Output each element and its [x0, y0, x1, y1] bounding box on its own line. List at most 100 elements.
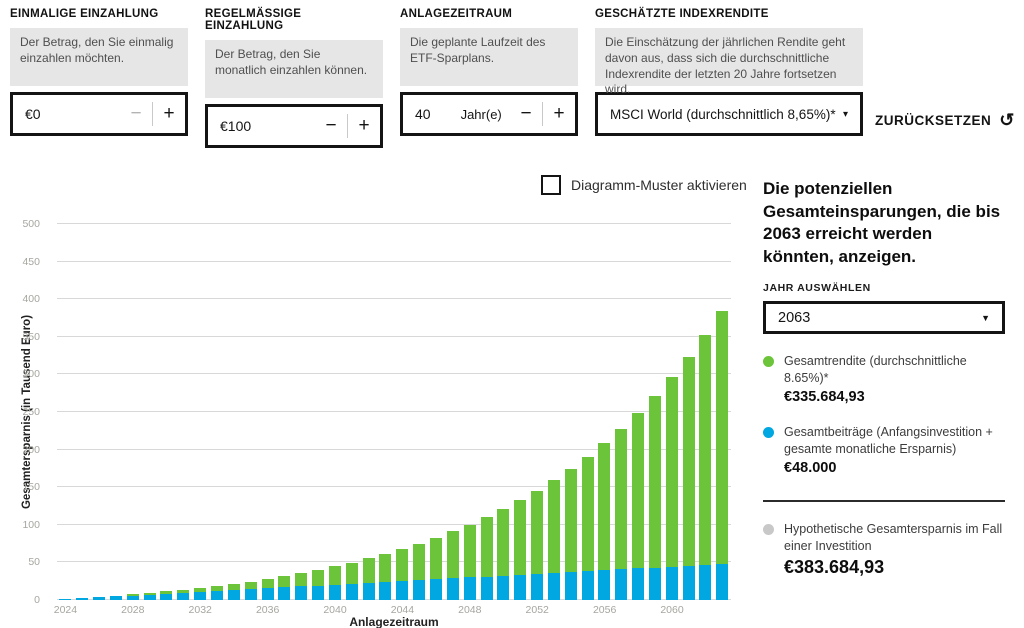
x-tick-2040: 2040 — [323, 604, 347, 616]
hypothetical-total-value: €383.684,93 — [784, 557, 885, 578]
bar-2051[interactable] — [512, 224, 529, 600]
bar-2055[interactable] — [579, 224, 596, 600]
bar-2048-returns — [463, 524, 476, 578]
bar-2029-returns — [143, 593, 156, 595]
bar-2034[interactable] — [225, 224, 242, 600]
bar-2047-contributions — [446, 578, 459, 600]
bar-2042-contributions — [362, 582, 375, 600]
bar-2030[interactable] — [158, 224, 175, 600]
x-tick-2056: 2056 — [592, 604, 617, 616]
bar-2040-returns — [328, 566, 341, 585]
pattern-toggle[interactable]: Diagramm-Muster aktivieren — [541, 175, 747, 195]
control-index-return: GESCHÄTZTE INDEXRENDITE Die Einschätzung… — [595, 8, 863, 136]
recurring-deposit-plus-button[interactable]: + — [348, 107, 380, 145]
one-time-deposit-value[interactable]: €0 — [25, 106, 41, 122]
bar-2043[interactable] — [377, 224, 394, 600]
bar-2041[interactable] — [343, 224, 360, 600]
bar-2048[interactable] — [461, 224, 478, 600]
bar-2040[interactable] — [327, 224, 344, 600]
bar-2055-returns — [581, 456, 594, 572]
one-time-deposit-plus-button[interactable]: + — [153, 95, 185, 133]
bar-2036[interactable] — [259, 224, 276, 600]
bar-2033[interactable] — [209, 224, 226, 600]
one-time-deposit-minus-button[interactable]: − — [120, 95, 152, 133]
index-return-description: Die Einschätzung der jährlichen Rendite … — [595, 28, 863, 96]
bar-2050[interactable] — [495, 224, 512, 600]
bar-2044[interactable] — [394, 224, 411, 600]
bar-2062-returns — [699, 335, 712, 565]
bar-2036-returns — [261, 578, 274, 589]
investment-period-value[interactable]: 40 — [415, 106, 431, 122]
bar-2027[interactable] — [108, 224, 125, 600]
bar-2053-contributions — [547, 572, 560, 600]
bar-2059-contributions — [648, 567, 661, 600]
bar-2032[interactable] — [192, 224, 209, 600]
bar-2037[interactable] — [276, 224, 293, 600]
bar-2043-returns — [379, 553, 392, 582]
index-return-select[interactable]: MSCI World (durchschnittlich 8,65%)* ▾ — [595, 92, 863, 136]
bar-2035[interactable] — [242, 224, 259, 600]
bar-2039-contributions — [312, 585, 325, 600]
recurring-deposit-minus-button[interactable]: − — [315, 107, 347, 145]
bar-2042[interactable] — [360, 224, 377, 600]
bar-2026[interactable] — [91, 224, 108, 600]
bar-2046[interactable] — [428, 224, 445, 600]
green-dot-icon — [763, 356, 774, 368]
bar-2059[interactable] — [647, 224, 664, 600]
pattern-checkbox[interactable] — [541, 175, 561, 195]
bar-2030-contributions — [160, 593, 173, 600]
bar-2056[interactable] — [596, 224, 613, 600]
investment-period-plus-button[interactable]: + — [543, 95, 575, 133]
bar-2053[interactable] — [545, 224, 562, 600]
bar-2052[interactable] — [529, 224, 546, 600]
bar-2029[interactable] — [141, 224, 158, 600]
y-tick-150: 150 — [22, 481, 40, 494]
index-return-label: GESCHÄTZTE INDEXRENDITE — [595, 8, 769, 20]
bar-2029-contributions — [143, 594, 156, 600]
bar-2057[interactable] — [613, 224, 630, 600]
investment-period-minus-button[interactable]: − — [510, 95, 542, 133]
bar-2061-returns — [682, 357, 695, 566]
bar-2060[interactable] — [663, 224, 680, 600]
x-tick-2044: 2044 — [390, 604, 415, 616]
bar-2046-returns — [429, 537, 442, 580]
reset-button[interactable]: ZURÜCKSETZEN ↺ — [875, 98, 1014, 142]
bar-2024[interactable] — [57, 224, 74, 600]
gridline-50 — [57, 561, 731, 563]
x-axis-title: Anlagezeitraum — [349, 615, 439, 628]
summary-heading: Die potenziellen Gesamteinsparungen, die… — [763, 179, 1001, 266]
bar-2027-contributions — [109, 596, 122, 600]
x-tick-2060: 2060 — [660, 604, 684, 616]
year-select[interactable]: 2063 ▼ — [763, 301, 1005, 335]
bar-2033-returns — [211, 586, 224, 591]
bar-2046-contributions — [429, 579, 442, 600]
bar-2062[interactable] — [697, 224, 714, 600]
bar-2049-contributions — [480, 576, 493, 600]
bar-2054[interactable] — [562, 224, 579, 600]
bar-2038[interactable] — [293, 224, 310, 600]
bar-2054-returns — [564, 468, 577, 573]
bar-2059-returns — [648, 396, 661, 568]
x-tick-2048: 2048 — [458, 604, 482, 616]
recurring-deposit-input[interactable]: €100 − + — [205, 104, 383, 148]
investment-period-input[interactable]: 40 Jahr(e) − + — [400, 92, 578, 136]
bar-2028[interactable] — [124, 224, 141, 600]
one-time-deposit-label: EINMALIGE EINZAHLUNG — [10, 8, 159, 20]
bar-2025[interactable] — [74, 224, 91, 600]
bar-2031[interactable] — [175, 224, 192, 600]
recurring-deposit-value[interactable]: €100 — [220, 118, 252, 134]
panel-divider — [763, 500, 1005, 503]
gridline-400 — [57, 298, 731, 300]
bar-2038-contributions — [295, 586, 308, 600]
bar-2063[interactable] — [714, 224, 731, 600]
bar-2045[interactable] — [411, 224, 428, 600]
bar-2049[interactable] — [478, 224, 495, 600]
total-return-value: €335.684,93 — [784, 389, 865, 406]
bar-2035-contributions — [244, 589, 257, 600]
bar-2061[interactable] — [680, 224, 697, 600]
bar-2047[interactable] — [444, 224, 461, 600]
bar-2058[interactable] — [630, 224, 647, 600]
one-time-deposit-input[interactable]: €0 − + — [10, 92, 188, 136]
bar-2039[interactable] — [310, 224, 327, 600]
y-tick-50: 50 — [28, 556, 40, 569]
